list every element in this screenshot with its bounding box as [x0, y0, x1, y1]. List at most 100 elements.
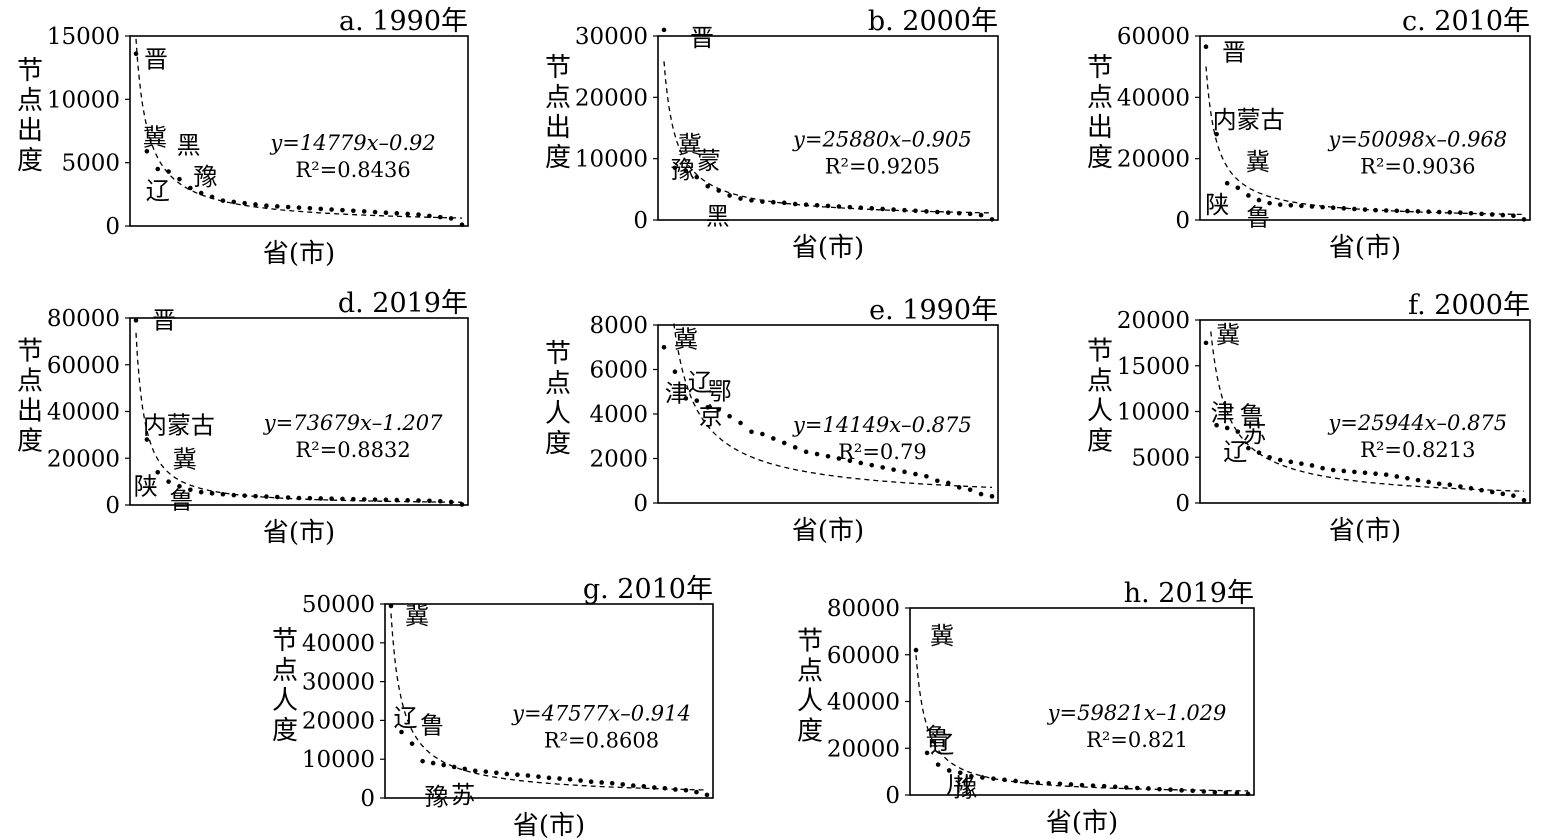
data-point — [430, 760, 436, 766]
data-point — [694, 174, 700, 180]
point-label: 冀 — [173, 446, 197, 474]
data-point — [1330, 205, 1336, 211]
data-point — [991, 776, 996, 781]
data-point — [869, 462, 875, 468]
data-point — [296, 205, 302, 210]
data-point — [459, 222, 465, 228]
data-point — [891, 467, 896, 472]
data-point — [329, 496, 334, 501]
data-point — [749, 198, 754, 203]
r-squared: R²=0.8436 — [295, 158, 410, 182]
data-point — [1288, 202, 1294, 208]
data-point — [372, 209, 378, 215]
data-point — [760, 199, 765, 204]
data-point — [641, 784, 647, 789]
data-point — [133, 51, 139, 57]
fit-equation: y=73679x–1.207 — [263, 411, 443, 435]
data-point — [978, 212, 984, 218]
point-label: 辽 — [930, 731, 954, 759]
data-point — [388, 603, 394, 609]
data-point — [155, 166, 161, 172]
y-tick-label: 15000 — [47, 24, 120, 50]
y-tick-label: 0 — [360, 786, 375, 812]
data-point — [1521, 497, 1527, 503]
y-tick-label: 20000 — [827, 736, 900, 762]
fit-curve — [135, 38, 463, 219]
data-point — [1246, 445, 1251, 451]
x-axis-label: 省(市) — [263, 239, 335, 269]
data-point — [220, 198, 226, 203]
data-point — [803, 202, 809, 207]
y-axis-label: 节点出度 — [17, 337, 43, 457]
data-point — [967, 487, 973, 492]
data-point — [1479, 211, 1484, 217]
data-point — [1288, 459, 1294, 465]
data-point — [242, 200, 247, 206]
y-tick-label: 0 — [633, 208, 648, 234]
y-tick-label: 10000 — [302, 747, 375, 773]
fit-equation: y=14779x–0.92 — [269, 131, 435, 155]
x-axis-label: 省(市) — [792, 516, 864, 546]
data-point — [652, 785, 657, 790]
data-point — [483, 769, 489, 774]
data-point — [738, 420, 743, 426]
data-point — [285, 204, 291, 210]
data-point — [1394, 474, 1400, 479]
point-label: 蒙 — [697, 147, 721, 175]
plot-frame — [129, 35, 469, 227]
plot-frame — [657, 35, 999, 221]
data-point — [825, 203, 831, 209]
data-point — [1426, 479, 1431, 485]
point-label: 黑 — [706, 202, 730, 230]
y-tick-label: 20000 — [575, 85, 648, 111]
data-point — [781, 200, 787, 206]
data-point — [1123, 785, 1129, 790]
data-point — [1203, 44, 1209, 50]
data-point — [188, 487, 193, 493]
y-tick-label: 0 — [105, 214, 120, 240]
data-point — [351, 208, 356, 214]
y-axis-label: 节点出度 — [545, 53, 571, 173]
data-point — [1068, 782, 1074, 787]
y-tick-label: 20000 — [1117, 308, 1190, 334]
point-label: 冀 — [930, 622, 954, 650]
data-point — [694, 789, 699, 795]
data-point — [166, 169, 171, 174]
data-point — [902, 207, 907, 213]
data-point — [1223, 790, 1229, 795]
point-label: 鲁 — [169, 486, 193, 514]
y-axis-label: 节点人度 — [797, 627, 823, 747]
data-point — [567, 777, 573, 782]
data-point — [242, 493, 247, 498]
data-point — [880, 465, 885, 470]
data-point — [1447, 210, 1453, 215]
data-point — [716, 407, 721, 412]
data-point — [891, 207, 896, 212]
data-point — [133, 318, 139, 323]
data-point — [416, 212, 421, 217]
y-tick-label: 10000 — [575, 147, 648, 173]
data-point — [749, 429, 754, 435]
data-point — [578, 778, 583, 783]
data-point — [1214, 131, 1219, 137]
y-tick-label: 10000 — [47, 87, 120, 113]
chart-title: b. 2000年 — [868, 6, 998, 37]
point-label: 鲁 — [420, 712, 444, 740]
data-point — [1458, 210, 1463, 215]
data-point — [620, 782, 626, 787]
data-point — [504, 771, 510, 777]
data-point — [383, 210, 389, 215]
data-point — [427, 213, 432, 219]
data-point — [1341, 206, 1347, 211]
data-point — [557, 776, 562, 781]
data-point — [459, 502, 465, 507]
data-point — [1394, 208, 1400, 214]
chart-panel: g. 2010年 0 10000 20000 30000 40000 50000节点人度省(… — [272, 574, 714, 839]
data-point — [727, 193, 732, 198]
data-point — [609, 780, 615, 786]
data-point — [274, 204, 280, 209]
